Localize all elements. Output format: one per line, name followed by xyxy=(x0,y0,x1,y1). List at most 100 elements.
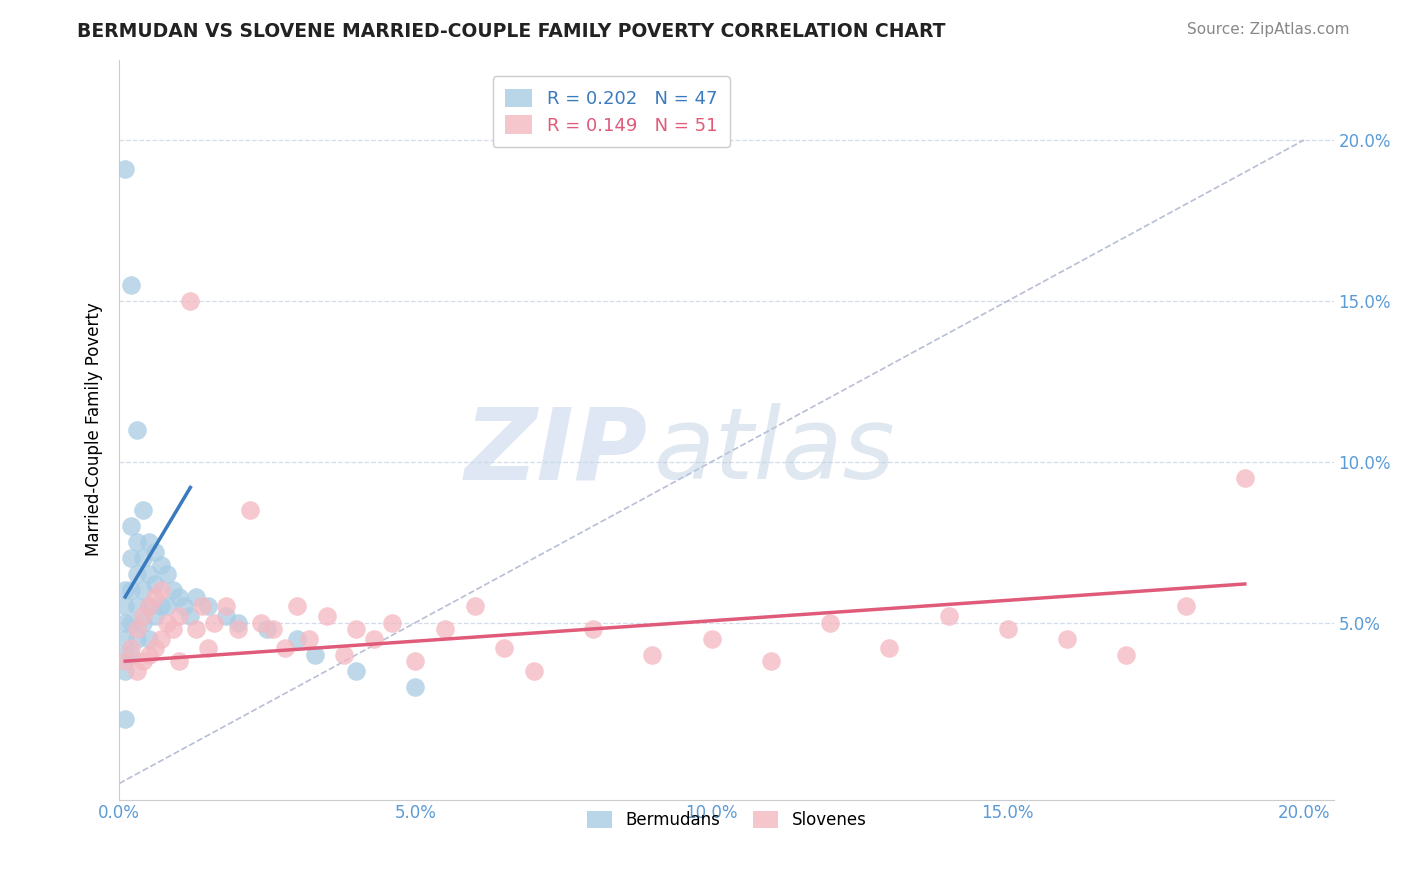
Point xyxy=(143,577,166,591)
Point xyxy=(167,609,190,624)
Point xyxy=(132,609,155,624)
Point xyxy=(143,609,166,624)
Point xyxy=(315,609,337,624)
Point xyxy=(381,615,404,630)
Point xyxy=(344,664,367,678)
Point xyxy=(149,632,172,646)
Point xyxy=(114,712,136,726)
Point xyxy=(114,615,136,630)
Point xyxy=(226,622,249,636)
Point xyxy=(132,654,155,668)
Point xyxy=(167,590,190,604)
Point xyxy=(114,654,136,668)
Y-axis label: Married-Couple Family Poverty: Married-Couple Family Poverty xyxy=(86,302,103,557)
Point xyxy=(191,599,214,614)
Point xyxy=(197,641,219,656)
Point xyxy=(120,519,142,533)
Point xyxy=(404,680,426,694)
Point xyxy=(138,535,160,549)
Point xyxy=(143,641,166,656)
Point xyxy=(156,599,179,614)
Point xyxy=(641,648,664,662)
Point xyxy=(114,161,136,176)
Point xyxy=(262,622,284,636)
Point xyxy=(120,583,142,598)
Point xyxy=(179,609,201,624)
Point xyxy=(434,622,457,636)
Point xyxy=(250,615,273,630)
Point xyxy=(344,622,367,636)
Point xyxy=(138,599,160,614)
Point xyxy=(138,632,160,646)
Point xyxy=(285,632,308,646)
Point xyxy=(215,599,238,614)
Point xyxy=(167,654,190,668)
Point xyxy=(818,615,841,630)
Point xyxy=(162,583,184,598)
Point xyxy=(1174,599,1197,614)
Point xyxy=(114,599,136,614)
Point xyxy=(938,609,960,624)
Point xyxy=(125,664,148,678)
Point xyxy=(132,551,155,566)
Point xyxy=(138,599,160,614)
Point xyxy=(125,632,148,646)
Point xyxy=(114,648,136,662)
Point xyxy=(523,664,546,678)
Point xyxy=(114,664,136,678)
Point xyxy=(1115,648,1137,662)
Point xyxy=(132,503,155,517)
Point xyxy=(186,622,208,636)
Point xyxy=(997,622,1019,636)
Point xyxy=(132,615,155,630)
Point xyxy=(173,599,195,614)
Point xyxy=(120,551,142,566)
Text: BERMUDAN VS SLOVENE MARRIED-COUPLE FAMILY POVERTY CORRELATION CHART: BERMUDAN VS SLOVENE MARRIED-COUPLE FAMIL… xyxy=(77,22,946,41)
Point xyxy=(256,622,278,636)
Text: Source: ZipAtlas.com: Source: ZipAtlas.com xyxy=(1187,22,1350,37)
Point xyxy=(143,545,166,559)
Text: atlas: atlas xyxy=(654,403,896,500)
Point xyxy=(149,558,172,572)
Point xyxy=(138,567,160,582)
Point xyxy=(120,615,142,630)
Point xyxy=(239,503,262,517)
Point xyxy=(149,599,172,614)
Point xyxy=(114,632,136,646)
Point xyxy=(120,277,142,292)
Point xyxy=(179,293,201,308)
Point xyxy=(304,648,326,662)
Point xyxy=(363,632,385,646)
Point xyxy=(202,615,225,630)
Point xyxy=(120,641,142,656)
Point xyxy=(274,641,297,656)
Point xyxy=(700,632,723,646)
Point xyxy=(125,599,148,614)
Point xyxy=(215,609,238,624)
Point xyxy=(132,583,155,598)
Text: ZIP: ZIP xyxy=(464,403,648,500)
Point xyxy=(285,599,308,614)
Point xyxy=(162,622,184,636)
Point xyxy=(114,583,136,598)
Point xyxy=(298,632,321,646)
Point xyxy=(197,599,219,614)
Point xyxy=(333,648,356,662)
Point xyxy=(143,590,166,604)
Point xyxy=(156,615,179,630)
Point xyxy=(226,615,249,630)
Point xyxy=(125,622,148,636)
Point xyxy=(582,622,605,636)
Point xyxy=(156,567,179,582)
Point xyxy=(186,590,208,604)
Point xyxy=(149,583,172,598)
Point xyxy=(404,654,426,668)
Point xyxy=(759,654,782,668)
Point xyxy=(125,567,148,582)
Point xyxy=(125,535,148,549)
Point xyxy=(494,641,516,656)
Point xyxy=(138,648,160,662)
Point xyxy=(1233,471,1256,485)
Point xyxy=(879,641,901,656)
Point xyxy=(1056,632,1078,646)
